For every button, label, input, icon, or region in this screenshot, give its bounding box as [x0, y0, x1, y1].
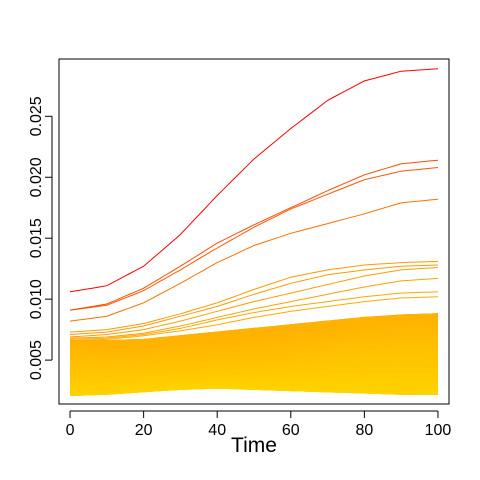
x-axis-title: Time	[231, 434, 277, 457]
series-line	[69, 167, 439, 311]
series-line	[69, 159, 439, 311]
x-tick-label: 20	[135, 422, 153, 439]
y-tick-label: 0.010	[28, 279, 45, 319]
y-axis: 0.005 0.010 0.015 0.020 0.025	[28, 96, 53, 380]
series-line	[69, 316, 439, 343]
y-tick-label: 0.005	[28, 340, 45, 380]
series-line	[69, 296, 439, 342]
series-layer	[69, 68, 439, 396]
series-line	[69, 277, 439, 339]
x-tick-label: 60	[282, 422, 300, 439]
x-tick-label: 0	[66, 422, 75, 439]
x-tick-label: 40	[208, 422, 226, 439]
plot-frame	[58, 58, 450, 405]
x-tick-label: 100	[425, 422, 452, 439]
y-tick-label: 0.020	[28, 157, 45, 197]
x-axis: 0 20 40 60 80 100	[66, 410, 452, 439]
series-line	[69, 260, 439, 333]
series-line	[69, 291, 439, 340]
series-line	[69, 198, 439, 322]
y-tick-label: 0.015	[28, 218, 45, 258]
x-tick-label: 80	[355, 422, 373, 439]
series-line	[69, 267, 439, 338]
series-line	[69, 68, 439, 293]
y-tick-label: 0.025	[28, 96, 45, 136]
series-line	[69, 264, 439, 335]
